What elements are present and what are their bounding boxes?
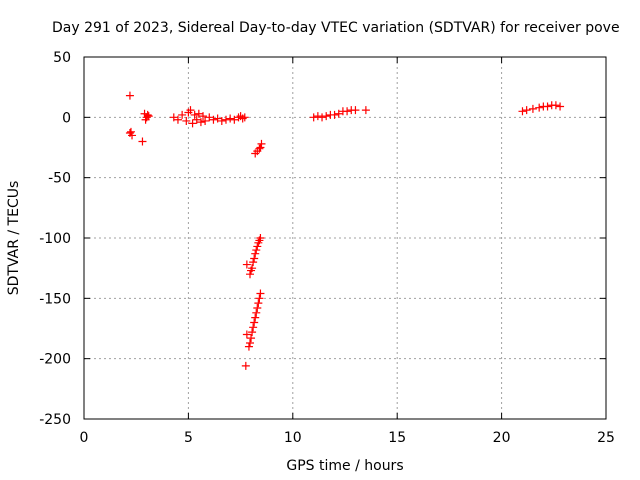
data-point — [178, 110, 187, 119]
x-tick-label: 15 — [388, 430, 406, 446]
data-point — [241, 361, 250, 370]
chart-title: Day 291 of 2023, Sidereal Day-to-day VTE… — [52, 20, 620, 36]
data-point — [309, 113, 318, 122]
data-point — [361, 106, 370, 115]
data-point — [194, 109, 203, 118]
data-point — [249, 323, 258, 332]
data-point — [144, 112, 153, 121]
data-point — [209, 115, 218, 124]
data-point — [318, 113, 327, 122]
y-tick-label: 0 — [62, 110, 71, 126]
data-point — [217, 116, 226, 125]
data-point — [330, 110, 339, 119]
data-points — [125, 91, 565, 370]
data-point — [543, 102, 552, 111]
data-point — [247, 334, 256, 343]
data-point — [251, 249, 260, 258]
data-point — [169, 113, 178, 122]
data-point — [255, 294, 264, 303]
data-point — [190, 110, 199, 119]
data-point — [252, 308, 261, 317]
data-point — [556, 102, 565, 111]
x-tick-label: 20 — [493, 430, 511, 446]
y-axis-label: SDTVAR / TECUs — [6, 181, 22, 296]
data-point — [242, 330, 251, 339]
data-point — [213, 114, 222, 123]
x-tick-label: 25 — [597, 430, 615, 446]
y-tick-label: 50 — [53, 50, 71, 66]
data-point — [196, 118, 205, 127]
data-point — [256, 234, 265, 242]
data-point — [535, 103, 544, 112]
data-point — [250, 318, 259, 327]
data-point — [138, 137, 147, 146]
data-point — [245, 270, 254, 279]
data-point — [351, 106, 360, 115]
y-tick-label: -150 — [39, 291, 71, 307]
data-point — [518, 107, 527, 116]
y-tick-label: -100 — [39, 231, 71, 247]
data-point — [126, 127, 135, 136]
data-point — [188, 119, 197, 128]
data-point — [254, 299, 263, 308]
data-point — [343, 107, 352, 116]
y-tick-label: -250 — [39, 412, 71, 428]
data-point — [173, 115, 182, 124]
data-point — [334, 109, 343, 118]
data-point — [186, 106, 195, 115]
data-point — [125, 91, 134, 100]
data-point — [245, 338, 254, 347]
x-tick-label: 5 — [184, 430, 193, 446]
x-tick-label: 0 — [80, 430, 89, 446]
data-point — [125, 129, 134, 138]
data-point — [551, 101, 560, 110]
data-point — [244, 342, 253, 351]
y-tick-labels: 50 0 -50 -100 -150 -200 -250 — [39, 50, 71, 428]
data-point — [251, 313, 260, 322]
data-point — [249, 258, 258, 267]
data-point — [201, 116, 210, 125]
data-point — [522, 106, 531, 115]
data-point — [256, 289, 265, 298]
data-point — [252, 246, 261, 255]
y-tick-label: -50 — [48, 171, 71, 187]
y-tick-label: -200 — [39, 352, 71, 368]
data-point — [240, 113, 249, 122]
data-point — [221, 115, 230, 124]
data-point — [250, 254, 259, 263]
data-point — [230, 115, 239, 124]
data-point — [205, 113, 214, 122]
x-axis-label: GPS time / hours — [286, 458, 403, 474]
data-point — [255, 144, 264, 153]
data-point — [199, 112, 208, 121]
data-point — [248, 264, 257, 273]
data-point — [143, 110, 152, 119]
data-point — [253, 303, 262, 312]
x-tick-label: 10 — [284, 430, 302, 446]
data-point — [192, 115, 201, 124]
x-tick-labels: 0 5 10 15 20 25 — [80, 430, 615, 446]
data-point — [253, 242, 262, 251]
data-point — [182, 116, 191, 125]
data-point — [248, 328, 257, 337]
data-point — [242, 260, 251, 269]
data-point — [313, 112, 322, 121]
data-point — [257, 139, 266, 148]
data-point — [528, 104, 537, 113]
data-point — [256, 143, 265, 152]
data-point — [322, 112, 331, 121]
data-point — [226, 114, 235, 123]
axis-ticks — [83, 56, 607, 420]
